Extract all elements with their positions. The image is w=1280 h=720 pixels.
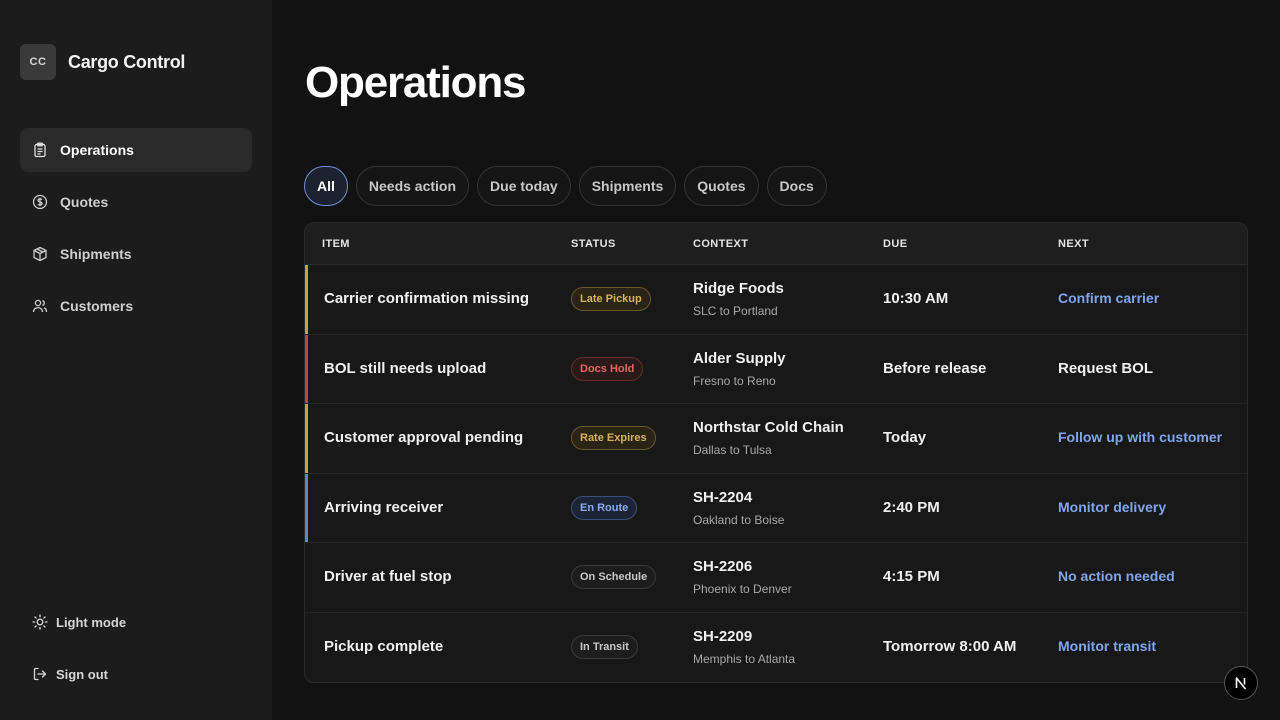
table-row[interactable]: Arriving receiver En Route SH-2204 Oakland … [305,473,1247,543]
filter-quotes[interactable]: Quotes [684,166,759,206]
row-item: BOL still needs upload [324,359,487,377]
filter-shipments[interactable]: Shipments [578,166,677,206]
header-due: DUE [883,237,908,250]
row-item: Driver at fuel stop [324,568,452,586]
sidebar-item-label: Customers [60,298,134,314]
row-accent-bar [305,613,308,683]
status-badge: Rate Expires [571,426,656,451]
row-next-action[interactable]: Monitor transit [1058,638,1156,655]
row-accent-bar [305,334,308,403]
filter-docs[interactable]: Docs [766,166,827,206]
header-context: CONTEXT [693,237,749,250]
brand[interactable]: CC Cargo Control [20,44,185,80]
sidebar-item-label: Operations [60,142,134,158]
row-accent-bar [305,543,308,612]
light-mode-toggle-wrap: Light mode [20,610,252,634]
row-item: Pickup complete [324,638,444,656]
sign-out-icon [32,666,48,682]
row-route: Fresno to Reno [693,373,776,388]
row-accent-bar [305,404,308,473]
filter-due-today[interactable]: Due today [477,166,571,206]
table-header: ITEM STATUS CONTEXT DUE NEXT [305,223,1247,265]
row-due: 4:15 PM [883,568,940,586]
row-route: Oakland to Boise [693,512,785,527]
row-route: Phoenix to Denver [693,582,792,597]
row-route: Memphis to Atlanta [693,652,796,667]
sidebar-item-shipments[interactable]: Shipments [20,232,252,276]
row-route: SLC to Portland [693,304,778,319]
sidebar-item-label: Shipments [60,246,132,262]
row-next-action[interactable]: Monitor delivery [1058,498,1167,515]
row-context: SH-2206 [693,558,753,576]
brand-logo: CC [20,44,56,80]
page-title: Operations [305,58,526,107]
row-next-action[interactable]: Follow up with customer [1058,429,1223,446]
table-row[interactable]: Driver at fuel stop On Schedule SH-2206 Pho… [305,543,1247,613]
header-status: STATUS [571,237,616,250]
row-due: 2:40 PM [883,498,940,516]
package-icon [32,246,48,262]
users-icon [32,298,48,314]
row-accent-bar [305,265,308,334]
main-content: Operations All Needs action Due today Sh… [272,0,1280,720]
row-accent-bar [305,473,308,542]
sign-out-button[interactable]: Sign out [20,662,252,686]
header-item: ITEM [322,237,350,250]
n-logo-icon [1235,677,1247,690]
filter-all[interactable]: All [304,166,348,206]
row-context: Ridge Foods [693,280,784,298]
status-badge: Docs Hold [571,356,644,381]
sidebar-item-operations[interactable]: Operations [20,128,252,172]
row-context: SH-2204 [693,488,753,506]
sidebar: CC Cargo Control Operations Quot [0,0,272,720]
row-context: Northstar Cold Chain [693,419,844,437]
sun-icon [32,614,48,630]
light-mode-toggle[interactable]: Light mode [20,610,252,634]
status-badge: In Transit [571,635,638,660]
sidebar-nav: Operations Quotes Shipments [20,128,252,336]
row-next-action[interactable]: No action needed [1058,568,1175,585]
row-item: Customer approval pending [324,429,524,447]
row-due: Today [883,429,927,447]
table-row[interactable]: Pickup complete In Transit SH-2209 Memphis … [305,613,1247,683]
row-item: Carrier confirmation missing [324,290,530,308]
status-badge: Late Pickup [571,287,651,312]
sign-out-label: Sign out [56,666,108,682]
row-due: 10:30 AM [883,290,949,308]
status-badge: On Schedule [571,565,657,590]
operations-table: ITEM STATUS CONTEXT DUE NEXT Carrier con… [304,222,1248,683]
row-next-action[interactable]: Confirm carrier [1058,290,1160,307]
dollar-circle-icon [32,194,48,210]
row-route: Dallas to Tulsa [693,443,772,458]
sidebar-item-customers[interactable]: Customers [20,284,252,328]
row-item: Arriving receiver [324,498,444,516]
table-row[interactable]: Customer approval pending Rate Expires Nor… [305,404,1247,474]
row-due: Before release [883,359,987,377]
table-row[interactable]: BOL still needs upload Docs Hold Alder Sup… [305,334,1247,404]
status-badge: En Route [571,495,638,520]
row-context: SH-2209 [693,628,753,646]
nextjs-badge[interactable] [1224,666,1258,700]
sidebar-item-quotes[interactable]: Quotes [20,180,252,224]
table-body: Carrier confirmation missing Late Pickup R… [305,265,1247,682]
row-next-action[interactable]: Request BOL [1058,359,1154,377]
brand-name: Cargo Control [68,51,186,72]
row-due: Tomorrow 8:00 AM [883,638,1017,656]
filter-needs-action[interactable]: Needs action [355,166,470,206]
filter-chips: All Needs action Due today Shipments Quo… [304,166,835,206]
sidebar-item-label: Quotes [60,194,109,210]
light-mode-label: Light mode [56,614,127,630]
header-next: NEXT [1058,237,1089,250]
row-context: Alder Supply [693,349,786,367]
clipboard-icon [32,142,48,158]
table-row[interactable]: Carrier confirmation missing Late Pickup R… [305,265,1247,335]
sign-out-wrap: Sign out [20,662,252,686]
